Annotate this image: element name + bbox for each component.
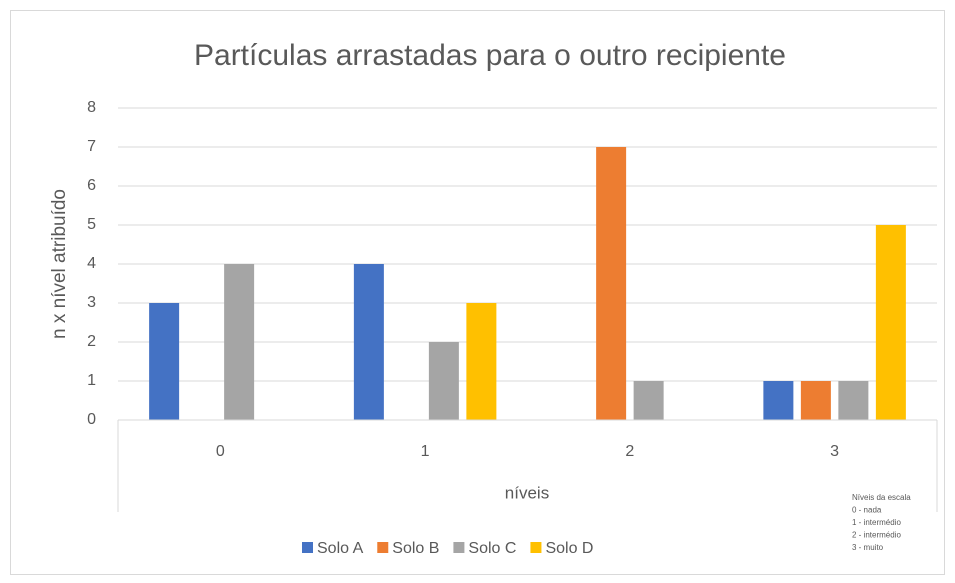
bar bbox=[224, 264, 255, 420]
y-tick-label: 6 bbox=[87, 177, 96, 194]
bar bbox=[428, 342, 459, 420]
annotation-line: 2 - intermédio bbox=[852, 531, 901, 540]
y-tick-label: 0 bbox=[87, 411, 96, 428]
x-tick-label: 2 bbox=[625, 443, 634, 460]
legend-swatch bbox=[377, 542, 389, 553]
legend-label: Solo C bbox=[468, 540, 516, 557]
y-tick-label: 4 bbox=[87, 255, 96, 272]
bar bbox=[353, 264, 384, 420]
y-tick-label: 2 bbox=[87, 333, 96, 350]
y-tick-label: 3 bbox=[87, 294, 96, 311]
legend-swatch bbox=[453, 542, 465, 553]
y-tick-label: 7 bbox=[87, 138, 96, 155]
bar bbox=[633, 381, 664, 420]
legend-label: Solo B bbox=[392, 540, 439, 557]
chart-frame bbox=[10, 10, 945, 575]
annotation-line: 1 - intermédio bbox=[852, 518, 901, 527]
bar bbox=[466, 303, 497, 420]
bar bbox=[149, 303, 180, 420]
bar bbox=[838, 381, 869, 420]
x-tick-label: 0 bbox=[216, 443, 225, 460]
annotation-line: 0 - nada bbox=[852, 506, 882, 515]
bar bbox=[800, 381, 831, 420]
bar bbox=[596, 147, 627, 420]
chart-title: Partículas arrastadas para o outro recip… bbox=[194, 39, 786, 72]
bar bbox=[875, 225, 906, 420]
y-axis-title: n x nível atribuído bbox=[49, 189, 70, 339]
legend-swatch bbox=[302, 542, 313, 553]
x-axis-title: níveis bbox=[505, 483, 549, 502]
y-tick-label: 1 bbox=[87, 372, 96, 389]
y-tick-label: 5 bbox=[87, 216, 96, 233]
legend-label: Solo A bbox=[317, 540, 364, 557]
x-tick-label: 1 bbox=[421, 443, 430, 460]
legend-label: Solo D bbox=[545, 540, 593, 557]
bar bbox=[763, 381, 794, 420]
x-tick-label: 3 bbox=[830, 443, 839, 460]
legend-swatch bbox=[530, 542, 542, 553]
y-tick-label: 8 bbox=[87, 99, 96, 116]
annotation-line: 3 - muito bbox=[852, 543, 884, 552]
annotation-line: Níveis da escala bbox=[852, 493, 911, 502]
